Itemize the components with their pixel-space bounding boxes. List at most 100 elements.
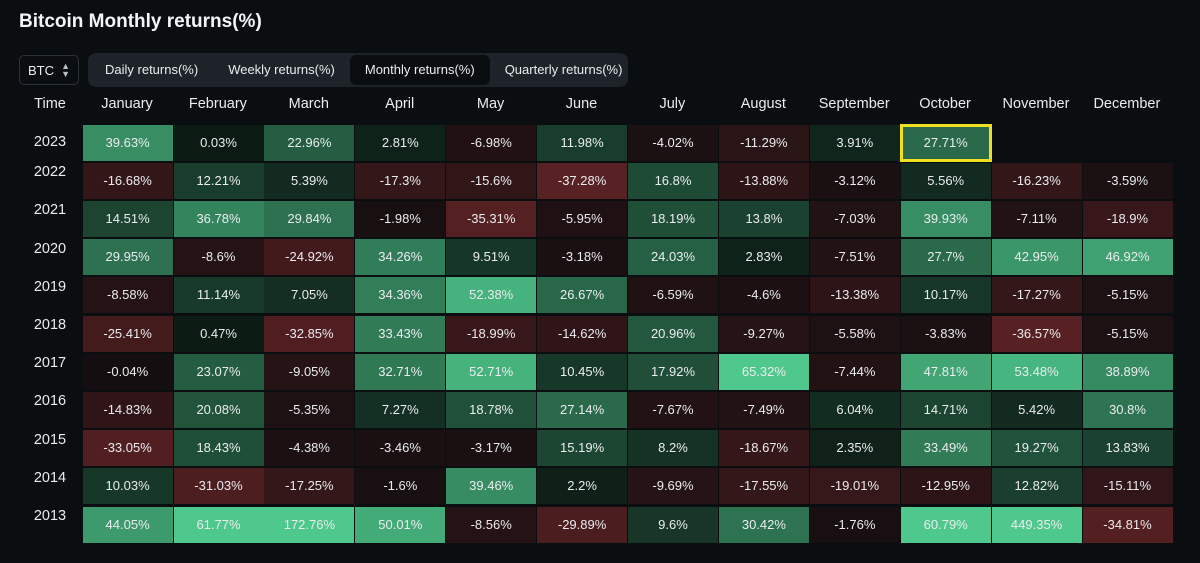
heatmap-cell-2014-september[interactable]: -19.01%: [809, 468, 900, 505]
heatmap-cell-2018-july[interactable]: 20.96%: [628, 315, 718, 352]
heatmap-cell-2020-june[interactable]: -3.18%: [537, 239, 628, 276]
heatmap-cell-2022-january[interactable]: -16.68%: [82, 162, 173, 199]
heatmap-cell-2017-july[interactable]: 17.92%: [628, 353, 718, 390]
heatmap-cell-2015-november[interactable]: 19.27%: [991, 430, 1082, 467]
heatmap-cell-2020-march[interactable]: -24.92%: [264, 239, 355, 276]
heatmap-cell-2013-august[interactable]: 30.42%: [718, 506, 809, 543]
heatmap-cell-2019-july[interactable]: -6.59%: [628, 277, 718, 314]
heatmap-cell-2017-august[interactable]: 65.32%: [718, 353, 809, 390]
heatmap-cell-2020-april[interactable]: 34.26%: [355, 239, 446, 276]
tab-quarterly-returns[interactable]: Quarterly returns(%): [504, 62, 623, 77]
heatmap-cell-2022-september[interactable]: -3.12%: [809, 162, 900, 199]
heatmap-cell-2020-september[interactable]: -7.51%: [809, 239, 900, 276]
heatmap-cell-2021-july[interactable]: 18.19%: [628, 201, 718, 237]
heatmap-cell-2021-october[interactable]: 39.93%: [900, 201, 991, 237]
heatmap-cell-2020-february[interactable]: -8.6%: [173, 239, 264, 276]
heatmap-cell-2016-august[interactable]: -7.49%: [718, 392, 809, 428]
heatmap-cell-2023-june[interactable]: 11.98%: [537, 124, 628, 161]
heatmap-cell-2017-june[interactable]: 10.45%: [537, 353, 628, 390]
heatmap-cell-2019-february[interactable]: 11.14%: [173, 277, 264, 314]
heatmap-cell-2014-june[interactable]: 2.2%: [537, 468, 628, 505]
heatmap-cell-2018-may[interactable]: -18.99%: [446, 315, 537, 352]
heatmap-cell-2022-february[interactable]: 12.21%: [173, 162, 264, 199]
heatmap-cell-2019-november[interactable]: -17.27%: [991, 277, 1082, 314]
heatmap-cell-2020-november[interactable]: 42.95%: [991, 239, 1082, 276]
heatmap-cell-2014-february[interactable]: -31.03%: [173, 468, 264, 505]
heatmap-cell-2021-september[interactable]: -7.03%: [809, 201, 900, 237]
heatmap-cell-2023-september[interactable]: 3.91%: [809, 124, 900, 161]
heatmap-cell-2017-october[interactable]: 47.81%: [900, 353, 991, 390]
heatmap-cell-2016-september[interactable]: 6.04%: [809, 392, 900, 428]
heatmap-cell-2021-may[interactable]: -35.31%: [446, 201, 537, 237]
heatmap-cell-2020-december[interactable]: 46.92%: [1082, 239, 1173, 276]
heatmap-cell-2022-april[interactable]: -17.3%: [355, 162, 446, 199]
heatmap-cell-2015-march[interactable]: -4.38%: [264, 430, 355, 467]
heatmap-cell-2022-may[interactable]: -15.6%: [446, 162, 537, 199]
heatmap-cell-2016-april[interactable]: 7.27%: [355, 392, 446, 428]
heatmap-cell-2022-june[interactable]: -37.28%: [537, 162, 628, 199]
heatmap-cell-2017-april[interactable]: 32.71%: [355, 353, 446, 390]
heatmap-cell-2013-december[interactable]: -34.81%: [1082, 506, 1173, 543]
heatmap-cell-2021-november[interactable]: -7.11%: [991, 201, 1082, 237]
asset-select[interactable]: BTC ▲ ▼: [19, 55, 79, 85]
heatmap-cell-2017-march[interactable]: -9.05%: [264, 353, 355, 390]
heatmap-cell-2017-september[interactable]: -7.44%: [809, 353, 900, 390]
tab-monthly-returns[interactable]: Monthly returns(%): [349, 55, 490, 85]
heatmap-cell-2013-october[interactable]: 60.79%: [900, 506, 991, 543]
heatmap-cell-2022-december[interactable]: -3.59%: [1082, 162, 1173, 199]
heatmap-cell-2014-august[interactable]: -17.55%: [718, 468, 809, 505]
heatmap-cell-2018-november[interactable]: -36.57%: [991, 315, 1082, 352]
heatmap-cell-2023-october[interactable]: 27.71%: [899, 123, 992, 162]
heatmap-cell-2015-february[interactable]: 18.43%: [173, 430, 264, 467]
heatmap-cell-2019-june[interactable]: 26.67%: [537, 277, 628, 314]
heatmap-cell-2016-july[interactable]: -7.67%: [628, 392, 718, 428]
heatmap-cell-2020-july[interactable]: 24.03%: [628, 239, 718, 276]
heatmap-cell-2014-october[interactable]: -12.95%: [900, 468, 991, 505]
heatmap-cell-2023-january[interactable]: 39.63%: [82, 124, 173, 161]
heatmap-cell-2018-june[interactable]: -14.62%: [537, 315, 628, 352]
heatmap-cell-2019-december[interactable]: -5.15%: [1082, 277, 1173, 314]
heatmap-cell-2016-december[interactable]: 30.8%: [1082, 392, 1173, 428]
heatmap-cell-2023-august[interactable]: -11.29%: [718, 124, 809, 161]
heatmap-cell-2016-november[interactable]: 5.42%: [991, 392, 1082, 428]
heatmap-cell-2017-december[interactable]: 38.89%: [1082, 353, 1173, 390]
heatmap-cell-2020-august[interactable]: 2.83%: [718, 239, 809, 276]
heatmap-cell-2019-october[interactable]: 10.17%: [900, 277, 991, 314]
heatmap-cell-2013-june[interactable]: -29.89%: [537, 506, 628, 543]
heatmap-cell-2021-august[interactable]: 13.8%: [718, 201, 809, 237]
heatmap-cell-2018-february[interactable]: 0.47%: [173, 315, 264, 352]
heatmap-cell-2014-november[interactable]: 12.82%: [991, 468, 1082, 505]
heatmap-cell-2022-august[interactable]: -13.88%: [718, 162, 809, 199]
heatmap-cell-2019-may[interactable]: 52.38%: [446, 277, 537, 314]
heatmap-cell-2022-march[interactable]: 5.39%: [264, 162, 355, 199]
heatmap-cell-2019-september[interactable]: -13.38%: [809, 277, 900, 314]
heatmap-cell-2016-march[interactable]: -5.35%: [264, 392, 355, 428]
heatmap-cell-2016-january[interactable]: -14.83%: [82, 392, 173, 428]
heatmap-cell-2021-january[interactable]: 14.51%: [82, 201, 173, 237]
heatmap-cell-2013-april[interactable]: 50.01%: [355, 506, 446, 543]
heatmap-cell-2016-may[interactable]: 18.78%: [446, 392, 537, 428]
heatmap-cell-2021-february[interactable]: 36.78%: [173, 201, 264, 237]
heatmap-cell-2015-may[interactable]: -3.17%: [446, 430, 537, 467]
heatmap-cell-2013-march[interactable]: 172.76%: [264, 506, 355, 543]
heatmap-cell-2018-august[interactable]: -9.27%: [718, 315, 809, 352]
heatmap-cell-2020-january[interactable]: 29.95%: [82, 239, 173, 276]
heatmap-cell-2015-june[interactable]: 15.19%: [537, 430, 628, 467]
heatmap-cell-2013-november[interactable]: 449.35%: [991, 506, 1082, 543]
heatmap-cell-2015-july[interactable]: 8.2%: [628, 430, 718, 467]
heatmap-cell-2018-march[interactable]: -32.85%: [264, 315, 355, 352]
heatmap-cell-2014-january[interactable]: 10.03%: [82, 468, 173, 505]
heatmap-cell-2021-december[interactable]: -18.9%: [1082, 201, 1173, 237]
heatmap-cell-2023-february[interactable]: 0.03%: [173, 124, 264, 161]
heatmap-cell-2014-december[interactable]: -15.11%: [1082, 468, 1173, 505]
heatmap-cell-2019-march[interactable]: 7.05%: [264, 277, 355, 314]
heatmap-cell-2022-october[interactable]: 5.56%: [900, 162, 991, 199]
heatmap-cell-2018-september[interactable]: -5.58%: [809, 315, 900, 352]
heatmap-cell-2019-april[interactable]: 34.36%: [355, 277, 446, 314]
heatmap-cell-2020-october[interactable]: 27.7%: [900, 239, 991, 276]
tab-weekly-returns[interactable]: Weekly returns(%): [228, 62, 335, 77]
heatmap-cell-2014-may[interactable]: 39.46%: [446, 468, 537, 505]
heatmap-cell-2016-june[interactable]: 27.14%: [537, 392, 628, 428]
heatmap-cell-2018-january[interactable]: -25.41%: [82, 315, 173, 352]
heatmap-cell-2017-january[interactable]: -0.04%: [82, 353, 173, 390]
